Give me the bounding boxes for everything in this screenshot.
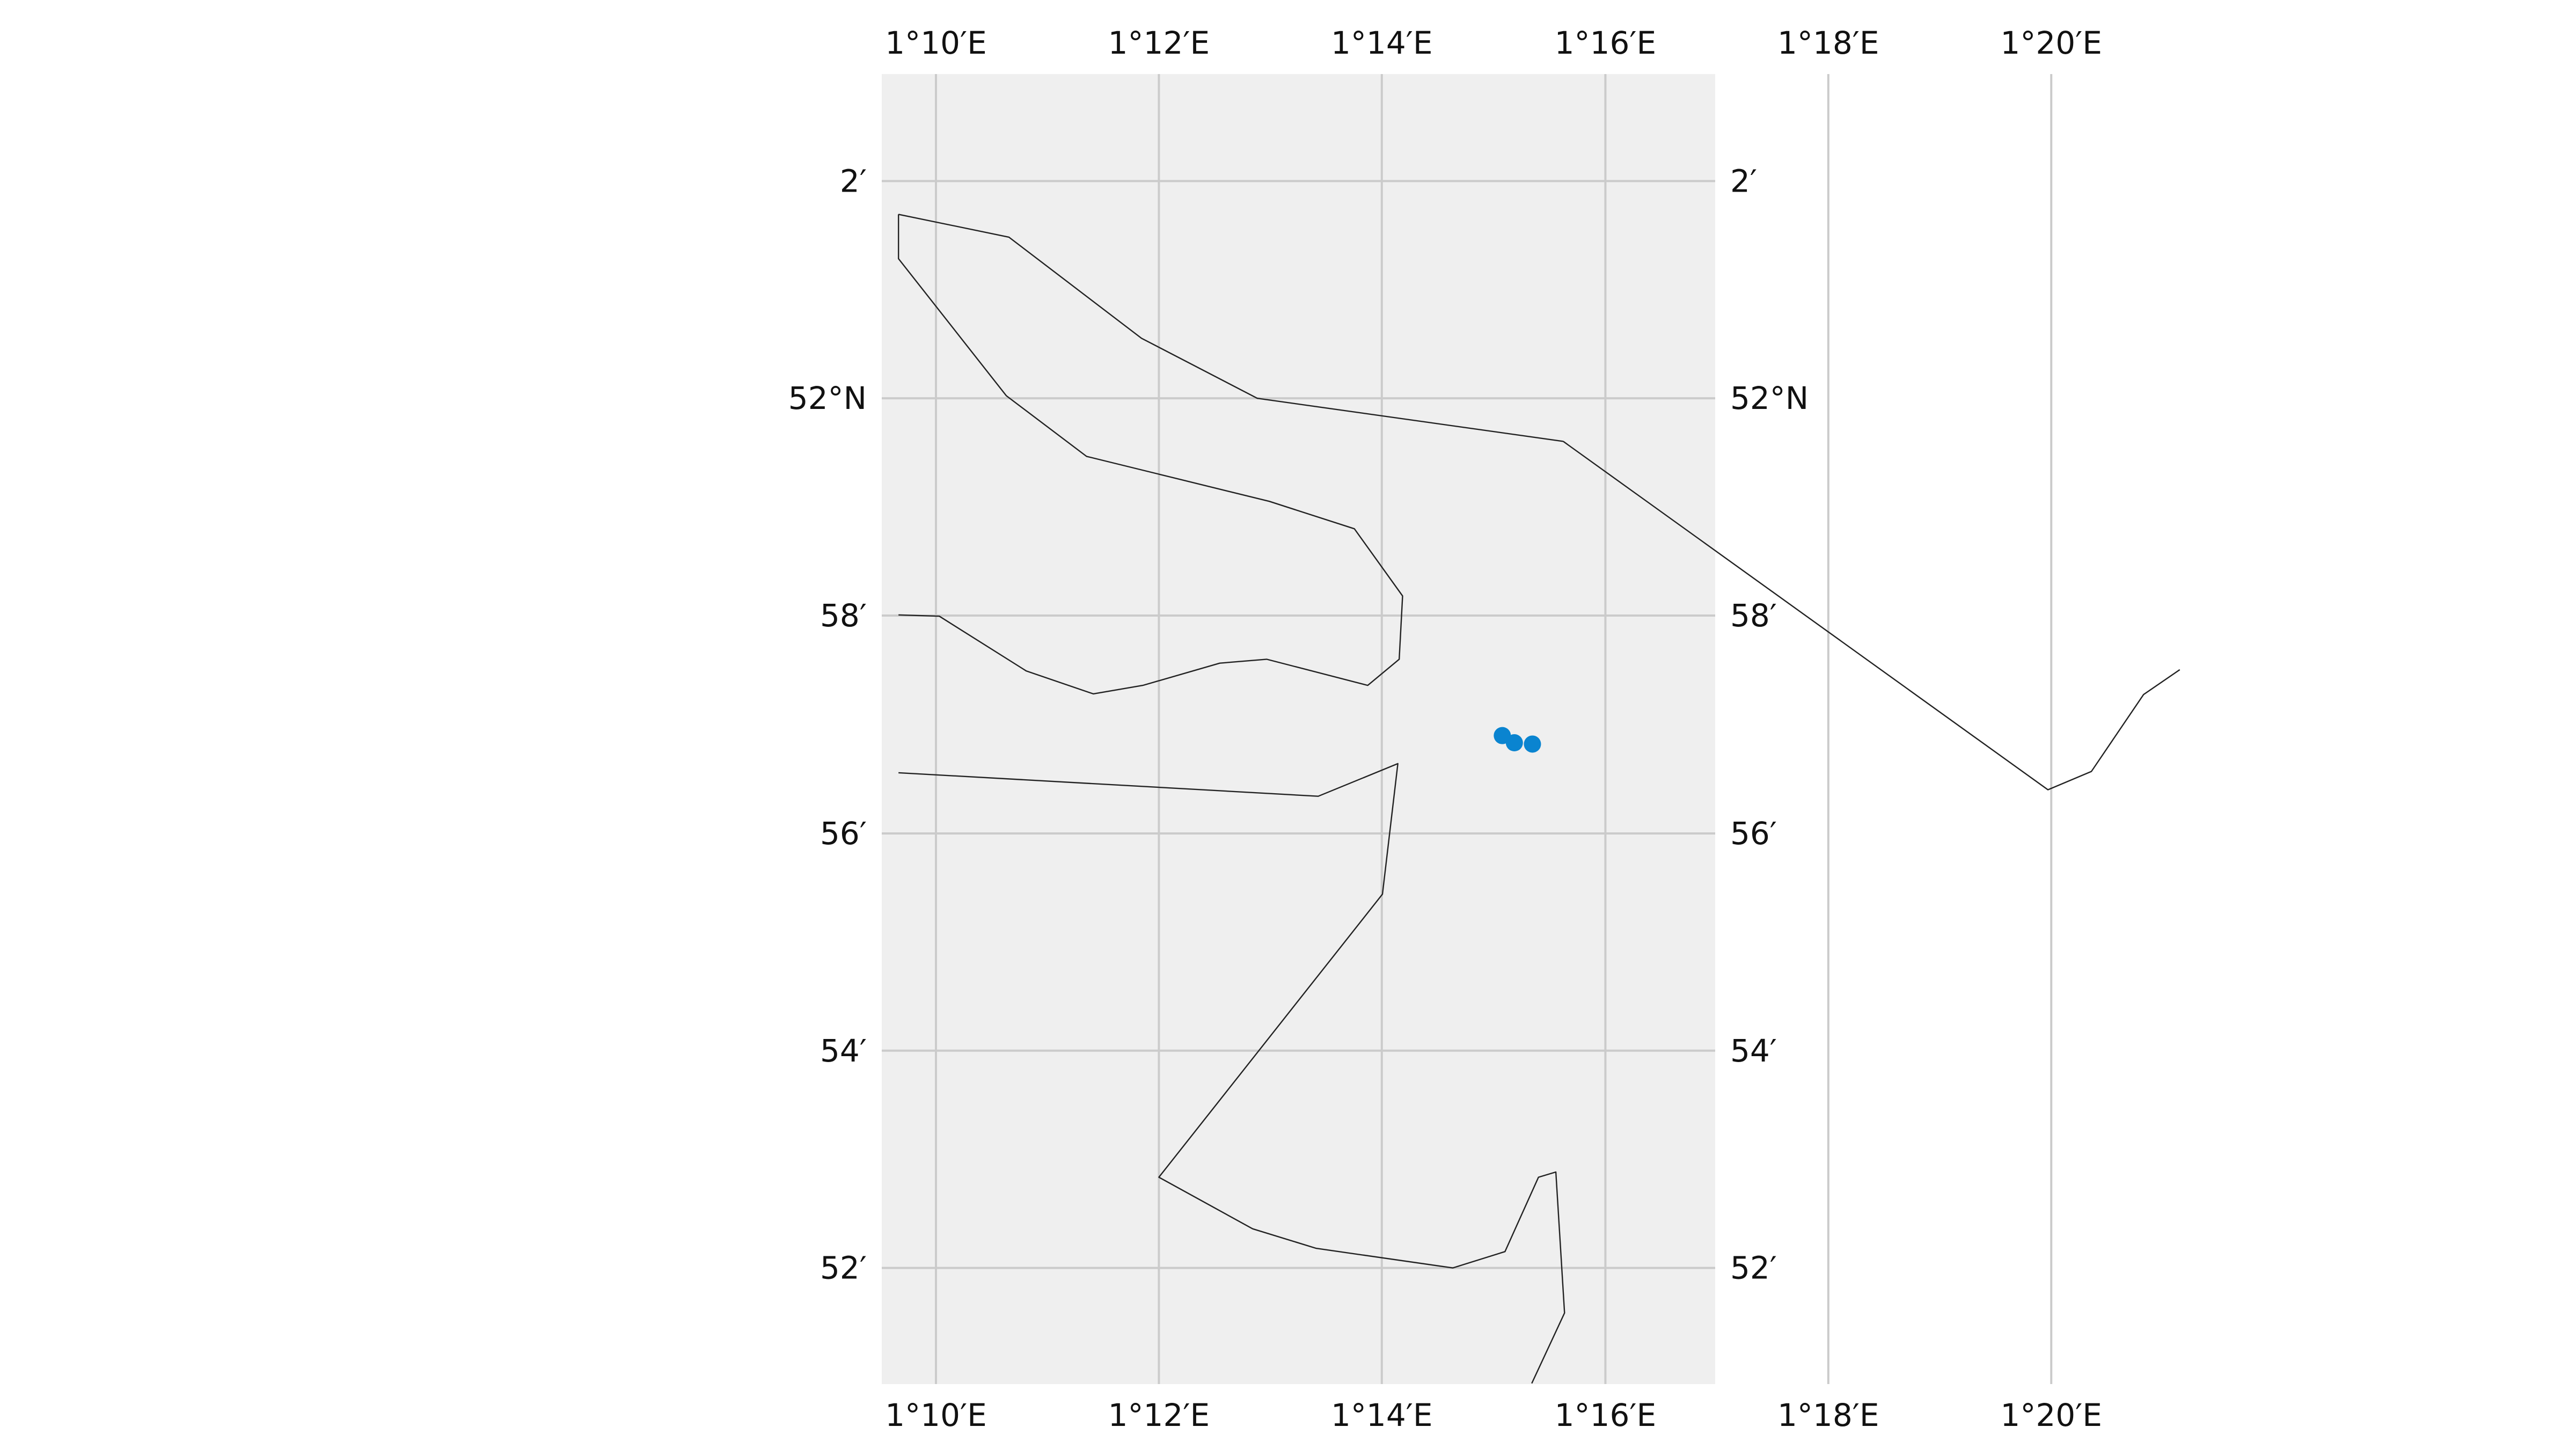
lat-tick-label-left: 58′ [820, 597, 867, 634]
lat-tick-label-left: 56′ [820, 815, 867, 852]
map-frame [882, 74, 1715, 1384]
coastline [898, 763, 1565, 1384]
location-marker [1505, 734, 1523, 752]
coastlines [897, 214, 2180, 1384]
lon-tick-label-bottom: 1°18′E [1777, 1397, 1879, 1433]
tick-labels: 1°10′E 1°10′E 1°12′E 1°12′E 1°14′E 1°14′E 1°16… [788, 25, 2102, 1433]
graticule [882, 74, 2053, 1384]
lat-tick-label-left: 52°N [788, 380, 867, 416]
lat-tick-label-right: 2′ [1730, 163, 1757, 199]
lon-tick-label-top: 1°14′E [1331, 25, 1433, 61]
lon-tick-label-bottom: 1°20′E [2000, 1397, 2102, 1433]
lat-tick-label-left: 52′ [820, 1250, 867, 1286]
lat-tick-label-right: 54′ [1730, 1033, 1777, 1069]
lon-tick-label-bottom: 1°12′E [1108, 1397, 1210, 1433]
lon-tick-label-top: 1°12′E [1108, 25, 1210, 61]
lat-tick-label-left: 54′ [820, 1033, 867, 1069]
location-markers [1494, 727, 1541, 753]
lon-tick-label-top: 1°10′E [885, 25, 987, 61]
coastline [897, 214, 1403, 695]
lon-tick-label-bottom: 1°16′E [1555, 1397, 1657, 1433]
lat-tick-label-right: 52′ [1730, 1250, 1777, 1286]
coastline [1563, 441, 2180, 791]
lon-tick-label-top: 1°20′E [2000, 25, 2102, 61]
lat-tick-label-left: 2′ [840, 163, 867, 199]
lat-tick-label-right: 58′ [1730, 597, 1777, 634]
lat-tick-label-right: 52°N [1730, 380, 1809, 416]
lat-tick-label-right: 56′ [1730, 815, 1777, 852]
lon-tick-label-bottom: 1°14′E [1331, 1397, 1433, 1433]
lon-tick-label-top: 1°18′E [1777, 25, 1879, 61]
lon-tick-label-top: 1°16′E [1555, 25, 1657, 61]
location-marker [1524, 735, 1541, 753]
coastline [898, 214, 1563, 442]
lon-tick-label-bottom: 1°10′E [885, 1397, 987, 1433]
